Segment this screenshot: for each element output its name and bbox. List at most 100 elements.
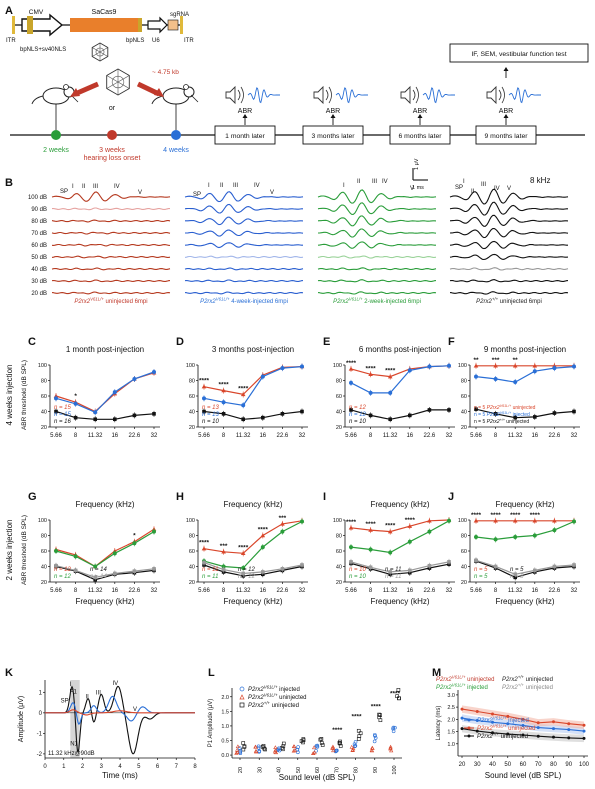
x-tick-label: 4 xyxy=(118,764,122,770)
data-point xyxy=(241,403,246,408)
x-tick-label: 8 xyxy=(494,588,498,594)
abr-trace xyxy=(449,267,569,271)
x-tick-label: 80 xyxy=(550,762,557,768)
virus-facet xyxy=(106,75,119,83)
data-point xyxy=(447,363,451,368)
n-label: n = 5 xyxy=(510,574,524,580)
point-wt xyxy=(262,746,267,751)
data-point xyxy=(532,369,537,374)
data-point xyxy=(202,409,206,414)
data-point xyxy=(552,564,557,569)
y-axis-label: P1 Amplitude (μV) xyxy=(208,699,214,747)
data-point xyxy=(513,535,518,540)
legend-entry: P2rx2V61L/+ injected xyxy=(477,716,529,724)
data-point xyxy=(260,533,266,538)
timepoint-3w-label: 3 weeks xyxy=(99,147,125,154)
hearing-loss-onset-label: hearing loss onset xyxy=(84,155,141,162)
x-tick-label: 32 xyxy=(151,433,158,439)
significance-marker: **** xyxy=(405,517,416,524)
point-uninjected xyxy=(389,748,394,753)
legend-entry: n = 5 P2rx2+/+ uninjected xyxy=(474,418,529,425)
data-point xyxy=(427,408,432,412)
x-tick-label: 80 xyxy=(354,767,360,773)
point-uninjected xyxy=(273,750,279,755)
data-point xyxy=(427,529,432,534)
db-level-label: 30 dB xyxy=(31,279,47,285)
nls2-label: bpNLS xyxy=(126,38,144,44)
x-tick-label: 22.6 xyxy=(277,433,289,439)
data-point xyxy=(261,570,265,574)
x-tick-label: 32 xyxy=(446,588,453,594)
x-tick-label: 1 xyxy=(62,764,66,770)
data-point xyxy=(132,541,137,546)
data-point xyxy=(132,413,137,418)
point-uninjected xyxy=(234,751,239,755)
data-point xyxy=(475,719,479,723)
point-injected xyxy=(276,747,281,752)
data-point xyxy=(506,714,510,718)
abr-arrowhead xyxy=(242,114,248,118)
x-axis-label: Frequency (kHz) xyxy=(75,597,134,606)
data-point xyxy=(152,567,156,571)
data-point xyxy=(387,374,393,379)
x-tick-label: 11.32 xyxy=(508,588,523,594)
point-wt xyxy=(338,741,342,746)
data-point xyxy=(552,411,557,415)
data-point xyxy=(474,374,478,379)
abr-trace xyxy=(184,279,304,283)
panel-letter-C: C xyxy=(28,336,36,348)
panel-letter-M: M xyxy=(432,667,441,679)
x-axis-label: Frequency (kHz) xyxy=(370,597,429,606)
peak-label: SP xyxy=(193,192,201,198)
x-tick-label: 40 xyxy=(489,762,496,768)
data-point xyxy=(532,533,537,538)
legend-marker xyxy=(239,694,245,700)
abr-trace xyxy=(51,231,171,235)
y-tick-label: 80 xyxy=(336,379,342,385)
data-point xyxy=(368,565,373,570)
point-wt xyxy=(319,737,324,741)
threshold-chart-C: 1 month post-injection 20 40 60 80 100 5.66 8 11… xyxy=(38,345,160,439)
x-tick-label: 32 xyxy=(571,588,578,594)
point-wt xyxy=(319,741,324,745)
y-tick-label: 80 xyxy=(41,534,47,540)
peak-label: I xyxy=(208,183,210,189)
legend-entry: P2rx2V61L/+ uninjected xyxy=(477,724,536,732)
x-tick-label: 90 xyxy=(565,762,572,768)
point-uninjected xyxy=(235,744,240,749)
x-tick-label: 16 xyxy=(531,588,538,594)
peak-label: II xyxy=(82,184,86,190)
data-point xyxy=(460,707,464,711)
data-point xyxy=(349,560,353,564)
point-uninjected xyxy=(292,748,298,752)
data-point xyxy=(368,547,373,552)
data-point xyxy=(280,412,285,416)
data-point xyxy=(536,726,540,730)
peak-label: III xyxy=(481,182,486,188)
data-point xyxy=(474,407,478,411)
abr-trace xyxy=(185,229,304,237)
n-label: n = 12 xyxy=(238,574,256,580)
data-point xyxy=(368,390,373,395)
chart-title: 3 months post-injection xyxy=(212,345,294,354)
injection-needle xyxy=(190,94,199,103)
x-tick-label: 8 xyxy=(494,433,498,439)
panel-letter-I: I xyxy=(323,491,326,503)
abr-trace xyxy=(317,267,437,271)
data-point xyxy=(474,535,478,540)
x-tick-label: 60 xyxy=(315,767,321,773)
x-tick-label: 6 xyxy=(156,764,160,770)
point-uninjected xyxy=(330,744,336,749)
nls-block xyxy=(27,16,33,34)
data-point xyxy=(300,364,304,369)
data-point xyxy=(113,417,117,422)
abr-trace xyxy=(449,279,569,283)
abr-trace xyxy=(317,255,437,259)
series-line xyxy=(203,366,303,396)
data-point xyxy=(521,717,525,721)
peak-label: N1 xyxy=(70,742,78,748)
series-line xyxy=(203,410,303,420)
y-tick-label: 1.5 xyxy=(447,730,455,736)
data-point xyxy=(491,720,494,724)
abr-trace xyxy=(51,219,171,223)
